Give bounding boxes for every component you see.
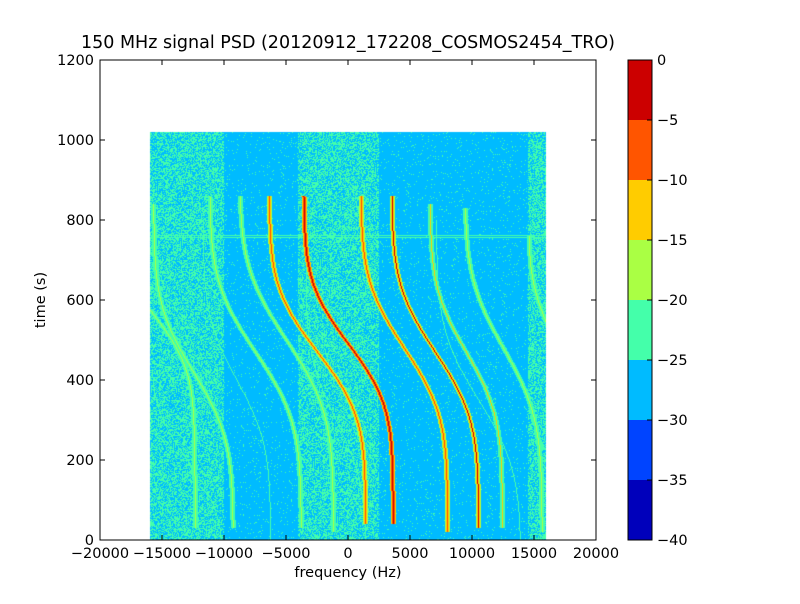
x-tick-label: 20000 [573, 546, 619, 562]
x-tick-label: −20000 [71, 546, 129, 562]
colorbar-tick-label: −10 [657, 173, 688, 189]
x-tick-label: −5000 [261, 546, 310, 562]
x-tick-label: 5000 [392, 546, 429, 562]
y-tick-label: 800 [66, 213, 94, 229]
y-tick-label: 200 [66, 453, 94, 469]
chart-title: 150 MHz signal PSD (20120912_172208_COSM… [81, 33, 615, 53]
y-tick-label: 1000 [57, 133, 94, 149]
colorbar [627, 59, 653, 541]
y-tick-label: 400 [66, 373, 94, 389]
colorbar-segment [628, 60, 652, 120]
y-tick-label: 600 [66, 293, 94, 309]
colorbar-segment [628, 420, 652, 480]
colorbar-tick-label: −20 [657, 293, 688, 309]
colorbar-tick-label: 0 [657, 53, 666, 69]
y-axis-label: time (s) [33, 272, 49, 328]
x-tick-label: 0 [343, 546, 352, 562]
colorbar-segment [628, 300, 652, 360]
y-tick-label: 0 [85, 533, 94, 549]
x-tick-label: −15000 [133, 546, 191, 562]
colorbar-segment [628, 180, 652, 240]
colorbar-tick-label: −15 [657, 233, 688, 249]
x-tick-label: −10000 [195, 546, 253, 562]
colorbar-segment [628, 480, 652, 540]
x-axis-label: frequency (Hz) [294, 565, 401, 581]
colorbar-tick-label: −25 [657, 353, 688, 369]
colorbar-tick-label: −35 [657, 473, 688, 489]
y-tick-labels: 0 200 400 600 800 1000 1200 [57, 53, 94, 549]
spectrogram-heatmap [100, 60, 596, 540]
colorbar-tick-label: −5 [657, 113, 678, 129]
colorbar-tick-label: −30 [657, 413, 688, 429]
y-tick-label: 1200 [57, 53, 94, 69]
plot-frame [99, 59, 597, 541]
colorbar-segment [628, 360, 652, 420]
colorbar-tick-labels: −40 −35 −30 −25 −20 −15 −10 −5 0 [657, 53, 688, 549]
colorbar-tick-label: −40 [657, 533, 688, 549]
spectrogram-heatmap-container [100, 60, 596, 540]
colorbar-segment [628, 120, 652, 180]
x-tick-label: 15000 [511, 546, 557, 562]
x-tick-label: 10000 [449, 546, 495, 562]
x-tick-labels: −20000 −15000 −10000 −5000 0 5000 10000 15000 20… [71, 546, 619, 562]
colorbar-segment [628, 240, 652, 300]
